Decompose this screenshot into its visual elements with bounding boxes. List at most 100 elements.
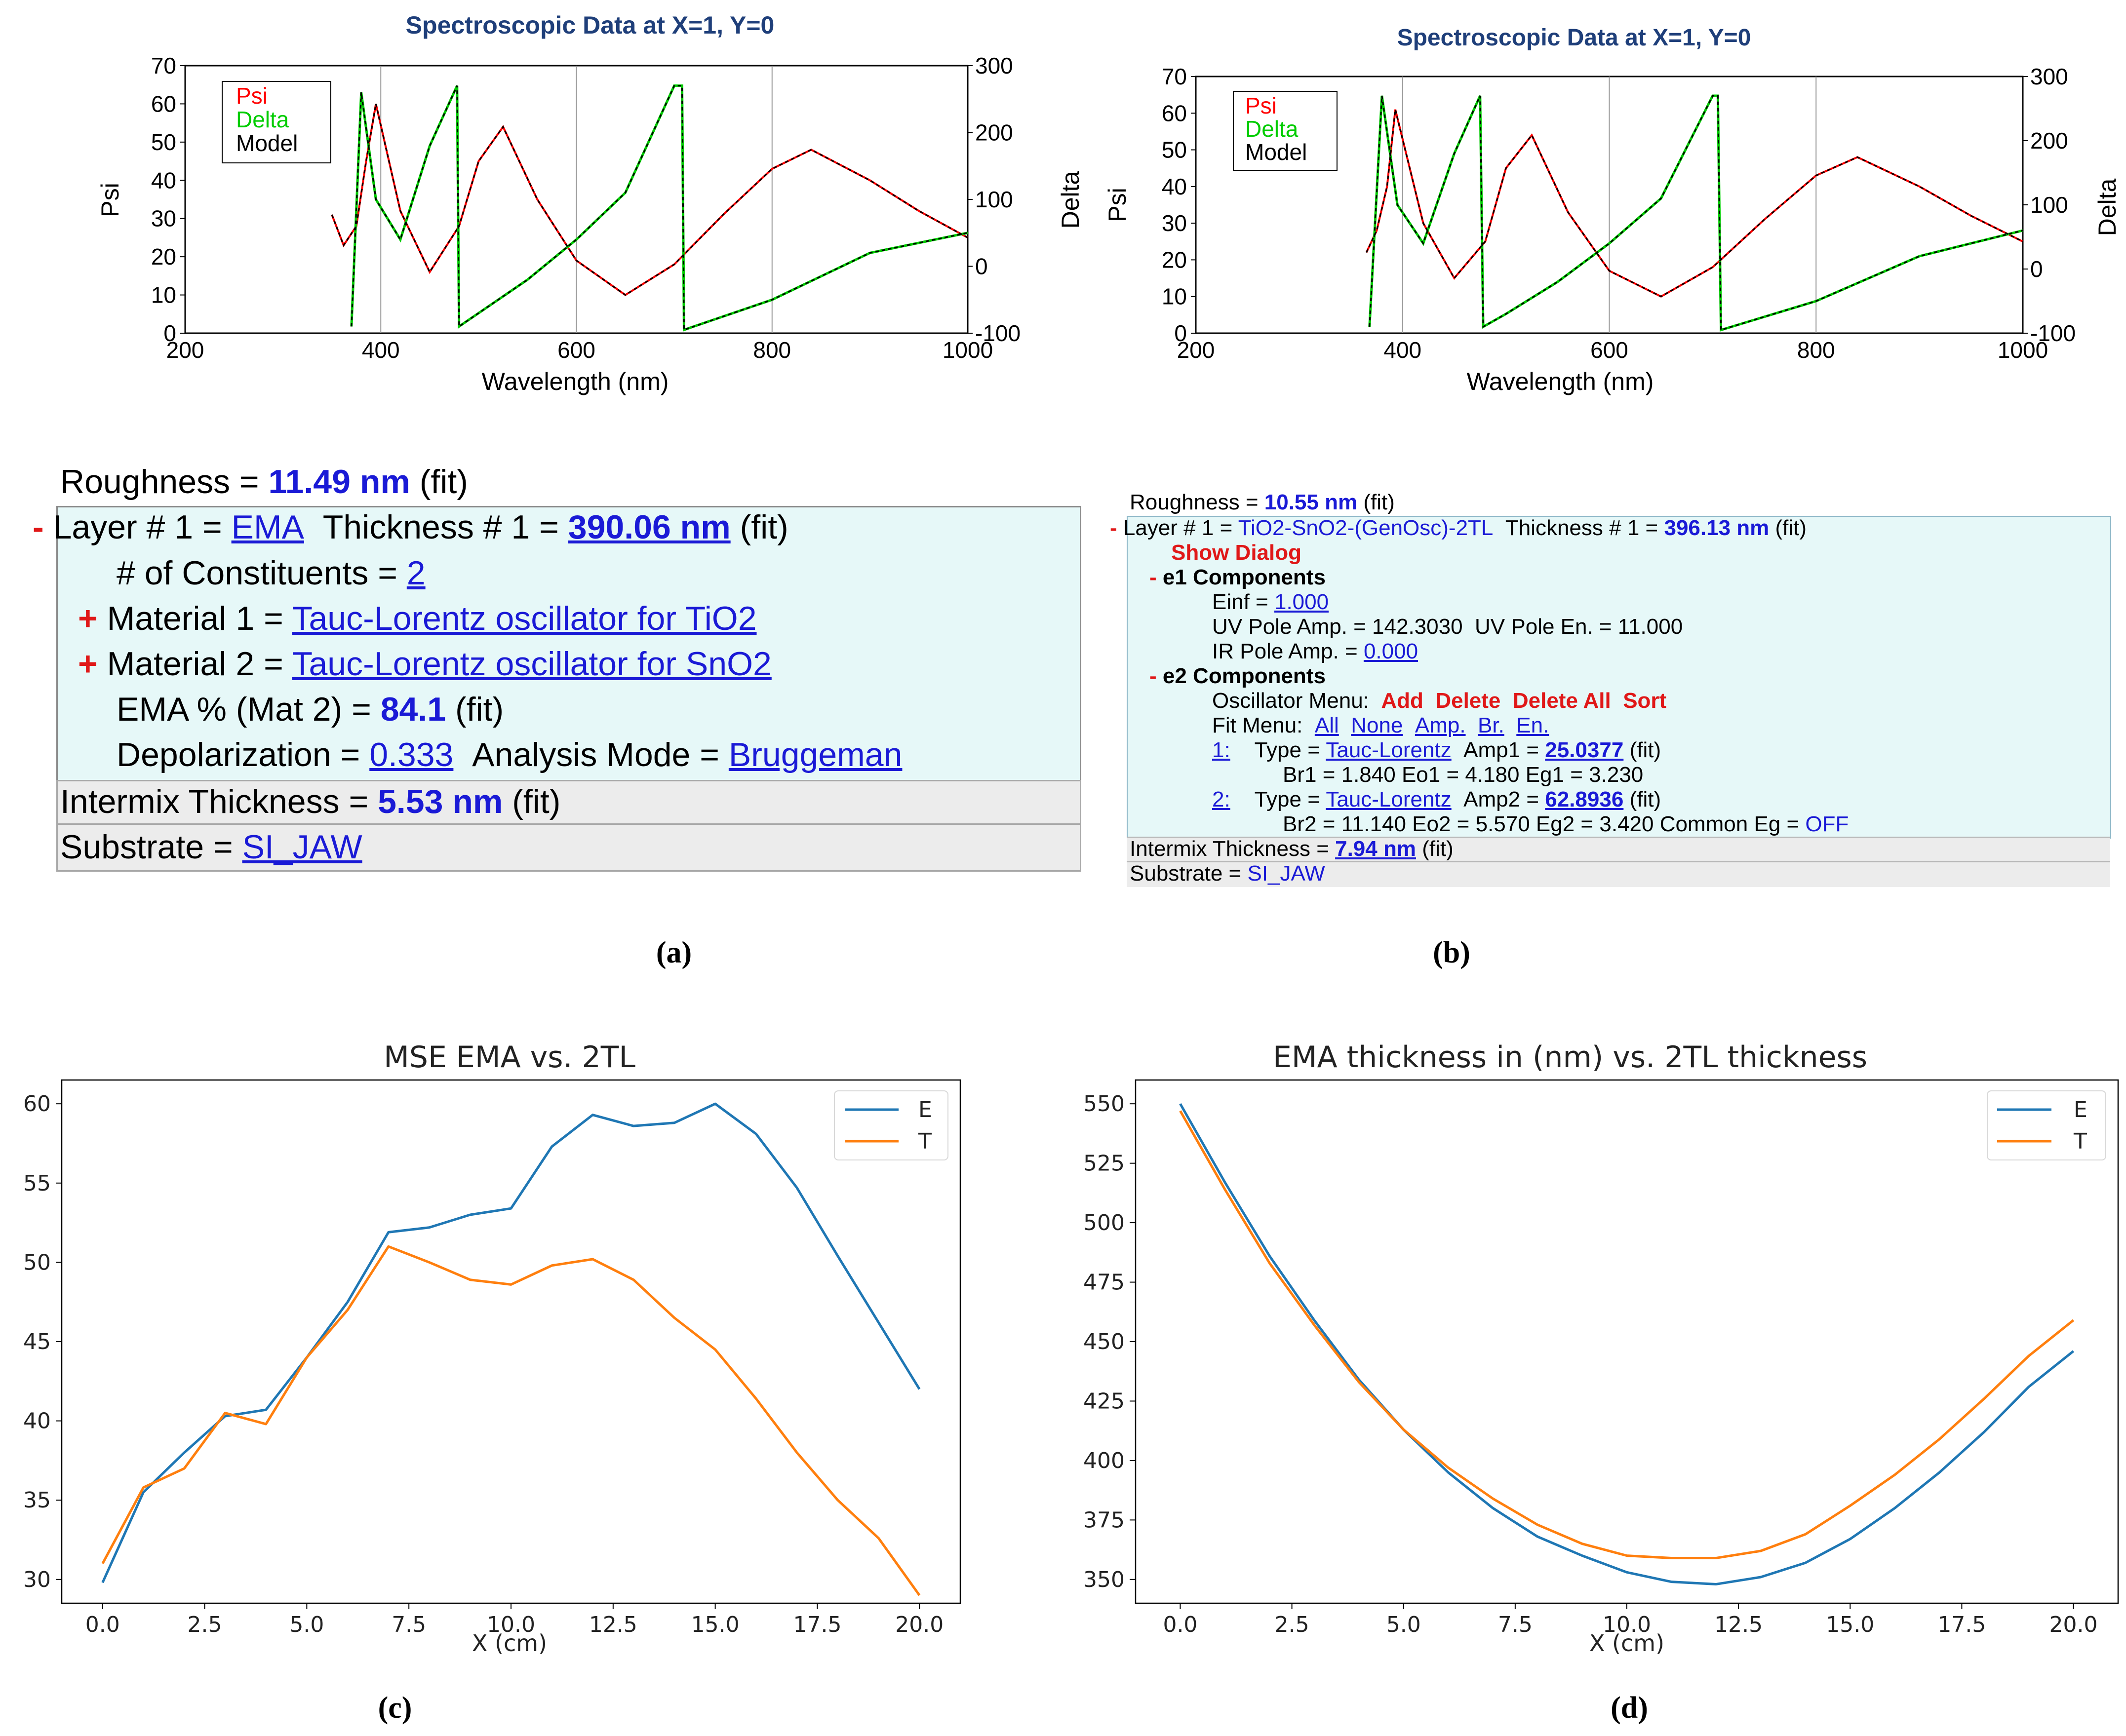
material1-link[interactable]: Tauc-Lorentz oscillator for TiO2	[292, 600, 757, 637]
y-left-tick-label: 60	[1162, 100, 1187, 126]
chart-a-ylabel-right: Delta	[1057, 171, 1084, 229]
osc-sort-button[interactable]: Sort	[1623, 689, 1667, 713]
y-tick-label: 30	[23, 1567, 51, 1592]
fit-amp-link[interactable]: Amp.	[1415, 713, 1466, 737]
osc-add-button[interactable]: Add	[1381, 689, 1423, 713]
collapse-e1-icon[interactable]: -	[1149, 565, 1157, 589]
y-left-tick-label: 10	[151, 282, 176, 308]
thickness-value-b[interactable]: 396.13 nm	[1664, 516, 1770, 540]
intermix-value-b[interactable]: 7.94 nm	[1335, 837, 1416, 861]
y-left-tick-label: 30	[1162, 210, 1187, 236]
show-dialog-button[interactable]: Show Dialog	[1171, 540, 1301, 565]
series-E-line	[1179, 1103, 2075, 1585]
depol-row-a: Depolarization = 0.333 Analysis Mode = B…	[117, 736, 903, 773]
osc2-row: 2: Type = Tauc-Lorentz Amp2 = 62.8936 (f…	[1212, 787, 1661, 811]
layer-name-link-b[interactable]: TiO2-SnO2-(GenOsc)-2TL	[1238, 516, 1494, 540]
collapse-layer-a-icon[interactable]: -	[33, 508, 44, 546]
osc2-index-link[interactable]: 2:	[1212, 787, 1230, 811]
x-tick-label: 400	[1383, 337, 1421, 363]
y-left-tick-label: 30	[151, 206, 176, 231]
roughness-value-a[interactable]: 11.49 nm	[268, 463, 410, 501]
series-E-line	[101, 1102, 921, 1583]
layer-box-a	[56, 506, 1081, 783]
legend-b-delta: Delta	[1245, 116, 1299, 142]
x-tick-label: 12.5	[589, 1612, 637, 1637]
material2-link[interactable]: Tauc-Lorentz oscillator for SnO2	[292, 645, 772, 683]
y-left-tick-label: 40	[151, 167, 176, 193]
legend-d-t: T	[2073, 1129, 2087, 1154]
material1-row-a: + Material 1 = Tauc-Lorentz oscillator f…	[78, 600, 757, 637]
collapse-e2-icon[interactable]: -	[1149, 664, 1157, 688]
x-tick-label: 800	[1797, 337, 1835, 363]
x-tick-label: 10.0	[487, 1612, 535, 1637]
chart-b-xlabel: Wavelength (nm)	[1467, 368, 1654, 395]
y-left-tick-label: 50	[1162, 137, 1187, 163]
roughness-row-a: Roughness = 11.49 nm (fit)	[60, 463, 468, 501]
chart-c-title: MSE EMA vs. 2TL	[384, 1040, 635, 1075]
ir-pole-amp-value[interactable]: 0.000	[1363, 639, 1418, 663]
x-tick-label: 7.5	[392, 1612, 426, 1637]
chart-a-xlabel: Wavelength (nm)	[482, 368, 669, 395]
y-right-tick-label: 300	[2030, 64, 2068, 89]
x-tick-label: 17.5	[793, 1612, 841, 1637]
layer-row-b: - Layer # 1 = TiO2-SnO2-(GenOsc)-2TL Thi…	[1110, 516, 1807, 540]
intermix-value-a[interactable]: 5.53 nm	[378, 783, 503, 820]
chart-b-ylabel-left: Psi	[1103, 188, 1131, 222]
osc-delete-button[interactable]: Delete	[1435, 689, 1501, 713]
x-tick-label: 800	[753, 337, 791, 363]
roughness-row-b: Roughness = 10.55 nm (fit)	[1130, 490, 1395, 514]
y-right-tick-label: -100	[2030, 320, 2076, 346]
substrate-link-a[interactable]: SI_JAW	[242, 828, 362, 866]
fit-br-link[interactable]: Br.	[1478, 713, 1504, 737]
x-tick-label: 600	[1590, 337, 1628, 363]
y-tick-label: 50	[23, 1250, 51, 1275]
y-right-tick-label: 100	[2030, 192, 2068, 218]
osc-delete-all-button[interactable]: Delete All	[1512, 689, 1611, 713]
legend-c-e: E	[918, 1097, 932, 1122]
y-tick-label: 475	[1083, 1270, 1125, 1295]
osc2-type-link[interactable]: Tauc-Lorentz	[1326, 787, 1452, 811]
panel-label-d: (d)	[1611, 1691, 1648, 1725]
y-right-tick-label: 200	[975, 120, 1013, 146]
osc2-amp-value[interactable]: 62.8936	[1545, 787, 1624, 811]
substrate-link-b[interactable]: SI_JAW	[1247, 861, 1325, 886]
osc1-index-link[interactable]: 1:	[1212, 738, 1230, 762]
expand-material1-icon[interactable]: +	[78, 600, 98, 637]
intermix-row-b: Intermix Thickness = 7.94 nm (fit)	[1130, 837, 1454, 861]
legend-a-model: Model	[236, 130, 298, 156]
osc1-params-row: Br1 = 1.840 Eo1 = 4.180 Eg1 = 3.230	[1283, 763, 1644, 787]
collapse-layer-b-icon[interactable]: -	[1110, 516, 1117, 540]
chart-d-plot-area	[1135, 1079, 2119, 1604]
analysis-mode-link-a[interactable]: Bruggeman	[728, 736, 903, 773]
y-right-tick-label: -100	[975, 320, 1021, 346]
thickness-value-a[interactable]: 390.06 nm	[568, 508, 731, 546]
x-tick-label: 400	[362, 337, 400, 363]
y-left-tick-label: 0	[1174, 320, 1187, 346]
oscillator-menu-row: Oscillator Menu: Add Delete Delete All S…	[1212, 689, 1667, 713]
uv-pole-row: UV Pole Amp. = 142.3030 UV Pole En. = 11…	[1212, 615, 1683, 639]
depol-value-a[interactable]: 0.333	[369, 736, 454, 773]
x-tick-label: 10.0	[1603, 1612, 1651, 1637]
y-left-tick-label: 50	[151, 129, 176, 155]
fit-all-link[interactable]: All	[1314, 713, 1339, 737]
constituents-value-a[interactable]: 2	[406, 554, 426, 592]
fit-menu-row: Fit Menu: All None Amp. Br. En.	[1212, 713, 1549, 737]
osc1-type-link[interactable]: Tauc-Lorentz	[1326, 738, 1452, 762]
einf-row: Einf = 1.000	[1212, 590, 1329, 614]
common-eg-toggle[interactable]: OFF	[1805, 812, 1849, 836]
layer-name-link-a[interactable]: EMA	[231, 508, 304, 546]
roughness-value-b[interactable]: 10.55 nm	[1264, 490, 1358, 514]
fit-none-link[interactable]: None	[1351, 713, 1403, 737]
ema-value-a[interactable]: 84.1	[380, 691, 446, 728]
y-right-tick-label: 100	[975, 187, 1013, 212]
chart-b-title: Spectroscopic Data at X=1, Y=0	[1397, 25, 1751, 51]
expand-material2-icon[interactable]: +	[78, 645, 98, 683]
fit-en-link[interactable]: En.	[1516, 713, 1549, 737]
x-tick-label: 5.0	[289, 1612, 324, 1637]
x-tick-label: 12.5	[1714, 1612, 1763, 1637]
y-tick-label: 35	[23, 1488, 51, 1513]
einf-value[interactable]: 1.000	[1274, 590, 1329, 614]
osc1-amp-value[interactable]: 25.0377	[1545, 738, 1624, 762]
psi-model-curve	[331, 104, 968, 296]
x-tick-label: 2.5	[1275, 1612, 1309, 1637]
